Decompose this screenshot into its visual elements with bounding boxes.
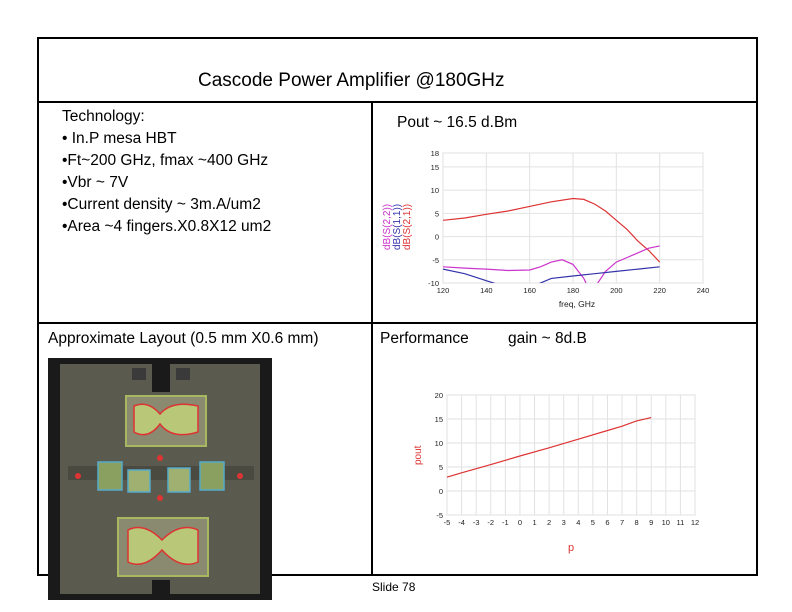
x-tick-label: 120: [437, 286, 450, 295]
series-line: [443, 197, 661, 263]
x-tick-label: 6: [605, 518, 609, 527]
x-tick-label: 5: [591, 518, 595, 527]
x-axis-label: p: [568, 542, 574, 554]
x-tick-label: 9: [649, 518, 653, 527]
legend-entry: dB(S(1,1)): [392, 204, 403, 250]
performance-label: Performance: [380, 330, 469, 347]
y-tick-label: 20: [435, 391, 443, 400]
slide-title: Cascode Power Amplifier @180GHz: [198, 70, 505, 91]
x-tick-label: 1: [532, 518, 536, 527]
legend-entry: dB(S(2,1)): [402, 204, 413, 250]
legend-entry: dB(S(2,2)): [382, 204, 393, 250]
x-tick-label: -2: [487, 518, 494, 527]
y-tick-label: 5: [435, 209, 439, 218]
x-tick-label: 10: [662, 518, 670, 527]
y-tick-label: -5: [432, 256, 439, 265]
y-tick-label: 0: [435, 233, 439, 242]
y-tick-label: 15: [435, 415, 443, 424]
plot-area: [446, 394, 696, 516]
pout-label: Pout ~ 16.5 d.Bm: [397, 114, 518, 131]
chip-layout-image: [48, 358, 272, 600]
technology-bullet: •Vbr ~ 7V: [62, 174, 129, 191]
x-tick-label: 180: [567, 286, 580, 295]
x-tick-label: 240: [697, 286, 710, 295]
x-tick-label: -4: [458, 518, 465, 527]
technology-bullet: •Current density ~ 3m.A/um2: [62, 196, 261, 213]
s-parameter-chart: 120 140 160 180 200 220 240 -10 -5 0 5 10 15 18 freq, …: [382, 149, 710, 309]
y-tick-label: 10: [435, 439, 443, 448]
technology-bullet: • In.P mesa HBT: [62, 130, 177, 147]
slide-number: Slide 78: [372, 580, 416, 594]
x-tick-label: 160: [523, 286, 536, 295]
vertical-divider-bottom: [371, 322, 373, 576]
x-tick-label: 0: [518, 518, 522, 527]
y-tick-label: 5: [439, 463, 443, 472]
x-axis-label: freq, GHz: [559, 299, 595, 309]
pout-chart: -5 -4 -3 -2 -1 0 1 2 3 4 5 6 7 8 9 10 11 12-505101520ppou…: [413, 391, 699, 554]
x-tick-label: 220: [653, 286, 666, 295]
x-tick-label: 8: [635, 518, 639, 527]
y-tick-label: 10: [431, 186, 439, 195]
technology-bullet: •Area ~4 fingers.X0.8X12 um2: [62, 218, 272, 235]
title-box: [37, 37, 758, 103]
series-line: [447, 417, 652, 478]
technology-heading: Technology:: [62, 108, 145, 125]
x-tick-label: 3: [562, 518, 566, 527]
x-tick-label: 140: [480, 286, 493, 295]
layout-label: Approximate Layout (0.5 mm X0.6 mm): [48, 330, 319, 347]
y-tick-label: -10: [428, 279, 439, 288]
y-tick-label: -5: [436, 511, 443, 520]
x-tick-label: -3: [473, 518, 480, 527]
x-tick-label: 4: [576, 518, 580, 527]
y-tick-label: 15: [431, 163, 439, 172]
technology-block: Technology: • In.P mesa HBT •Ft~200 GHz,…: [62, 106, 271, 238]
x-tick-label: -5: [444, 518, 451, 527]
y-axis-label: pout: [413, 445, 424, 465]
technology-bullet: •Ft~200 GHz, fmax ~400 GHz: [62, 152, 269, 169]
x-tick-label: 200: [610, 286, 623, 295]
x-tick-label: 12: [691, 518, 699, 527]
x-tick-label: 2: [547, 518, 551, 527]
x-tick-label: 11: [677, 518, 685, 527]
series-line: [443, 266, 660, 283]
y-tick-label: 0: [439, 487, 443, 496]
x-tick-label: -1: [502, 518, 509, 527]
x-tick-label: 7: [620, 518, 624, 527]
series-line: [443, 245, 660, 283]
vertical-divider-top: [371, 101, 373, 324]
y-tick-label: 18: [431, 149, 439, 158]
gain-label: gain ~ 8d.B: [508, 330, 587, 347]
horizontal-divider: [37, 322, 758, 324]
